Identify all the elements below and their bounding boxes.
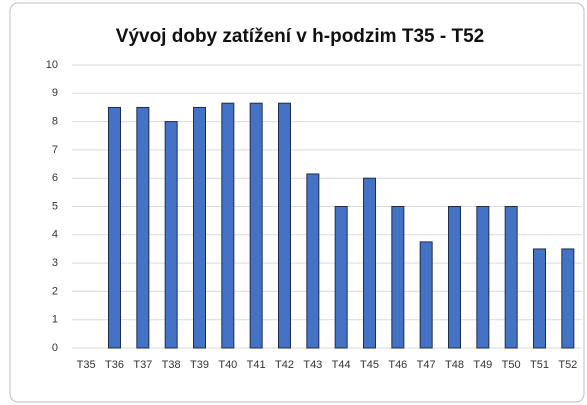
x-tick-label: T42 — [275, 359, 294, 371]
x-tick-label: T45 — [360, 359, 379, 371]
bar — [561, 248, 575, 349]
y-tick-label: 5 — [52, 200, 58, 212]
bar — [504, 206, 518, 349]
y-tick-label: 0 — [52, 342, 58, 354]
x-tick-label: T51 — [530, 359, 549, 371]
bar — [193, 106, 206, 349]
bar — [249, 102, 263, 349]
x-tick-label: T52 — [558, 359, 577, 371]
bar — [278, 102, 291, 349]
bar — [533, 248, 546, 349]
bar — [108, 106, 121, 349]
x-tick-label: T48 — [445, 359, 464, 371]
y-tick-label: 8 — [52, 116, 58, 128]
x-tick-label: T36 — [105, 359, 124, 371]
y-tick-label: 3 — [52, 257, 58, 269]
bar — [391, 206, 405, 349]
x-tick-label: T38 — [162, 359, 181, 371]
y-tick-label: 9 — [52, 87, 58, 99]
y-tick-label: 6 — [52, 172, 58, 184]
bar — [419, 241, 433, 349]
y-tick-label: 7 — [52, 144, 58, 156]
y-tick-label: 1 — [52, 314, 58, 326]
chart-title: Vývoj doby zatížení v h-podzim T35 - T52 — [116, 26, 484, 47]
bar — [476, 206, 490, 349]
y-tick-label: 4 — [52, 229, 58, 241]
y-tick-label: 10 — [46, 59, 58, 71]
x-tick-label: T47 — [417, 359, 436, 371]
bar — [334, 206, 348, 349]
x-tick-label: T37 — [133, 359, 152, 371]
bar — [136, 106, 150, 349]
bar — [306, 173, 320, 349]
x-tick-label: T49 — [473, 359, 492, 371]
x-tick-label: T40 — [218, 359, 237, 371]
chart-frame — [9, 2, 585, 403]
bar — [363, 177, 376, 349]
x-tick-label: T44 — [332, 359, 351, 371]
x-tick-label: T50 — [502, 359, 521, 371]
x-tick-label: T46 — [388, 359, 407, 371]
bar — [164, 121, 178, 349]
x-tick-label: T41 — [247, 359, 266, 371]
x-tick-label: T35 — [77, 359, 96, 371]
bar — [221, 102, 235, 349]
x-tick-label: T39 — [190, 359, 209, 371]
x-tick-label: T43 — [303, 359, 322, 371]
y-tick-label: 2 — [52, 285, 58, 297]
bar — [448, 206, 461, 349]
